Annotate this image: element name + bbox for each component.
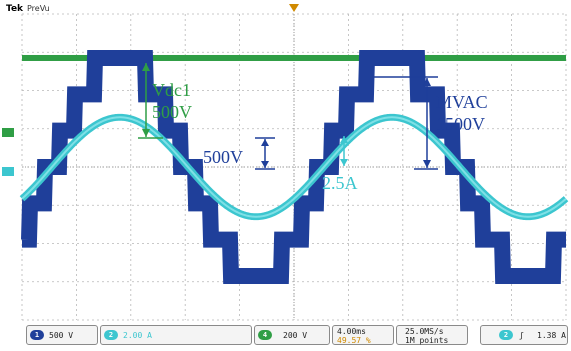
- series-vdc1: [22, 54, 566, 61]
- timebase-box[interactable]: 4.00ms 49.57 %: [332, 325, 394, 345]
- ch4-chip: 4: [258, 330, 272, 340]
- step-voltage-label: 500V: [203, 147, 243, 167]
- acquisition-mode: PreVu: [27, 4, 50, 13]
- sample-rate: 25.0MS/s: [405, 327, 444, 336]
- current-label: 2.5A: [322, 173, 358, 193]
- series-mvac: [21, 49, 566, 285]
- trigger-position: 49.57 %: [337, 336, 371, 345]
- mvac-label: MVAC: [436, 92, 488, 112]
- traces: [19, 49, 569, 285]
- trigger-source-chip: 2: [499, 330, 513, 340]
- ch1-chip: 1: [30, 330, 44, 340]
- ch2-chip: 2: [104, 330, 118, 340]
- scope-status-bar: 1 500 V 2 2.00 A 4 200 V 4.00ms 49.57 % …: [0, 322, 571, 351]
- step-annotation: 500V: [203, 137, 275, 170]
- ch1-scale: 500 V: [49, 331, 74, 340]
- timebase: 4.00ms: [337, 327, 366, 336]
- brand-label: Tek: [6, 4, 24, 14]
- trigger-box[interactable]: 2 ʃ 1.38 A: [480, 325, 568, 345]
- record-length: 1M points: [405, 336, 449, 345]
- series-current-core: [21, 116, 567, 218]
- ch1-scale-box[interactable]: 1 500 V: [26, 325, 98, 345]
- mvac-annotation: MVAC 1500V: [372, 76, 488, 170]
- current-annotation: 2.5A: [322, 136, 358, 193]
- ch4-ground-marker: [2, 128, 14, 137]
- ch4-scale-box[interactable]: 4 200 V: [254, 325, 330, 345]
- trigger-level: 1.38 A: [537, 331, 566, 340]
- channel-markers: [2, 4, 299, 176]
- ch2-scale: 2.00 A: [123, 331, 152, 340]
- vdc1-value: 500V: [152, 102, 192, 122]
- trigger-slope-icon: ʃ: [519, 331, 524, 340]
- vdc1-annotation: Vdc1 500V: [138, 63, 192, 139]
- vdc1-label: Vdc1: [152, 80, 191, 100]
- acquisition-box[interactable]: 25.0MS/s 1M points: [396, 325, 468, 345]
- ch2-scale-box[interactable]: 2 2.00 A: [100, 325, 252, 345]
- ch2-ground-marker: [2, 167, 14, 176]
- ch4-scale: 200 V: [283, 331, 308, 340]
- mvac-value: 1500V: [436, 114, 485, 134]
- trigger-position-marker: [289, 4, 299, 12]
